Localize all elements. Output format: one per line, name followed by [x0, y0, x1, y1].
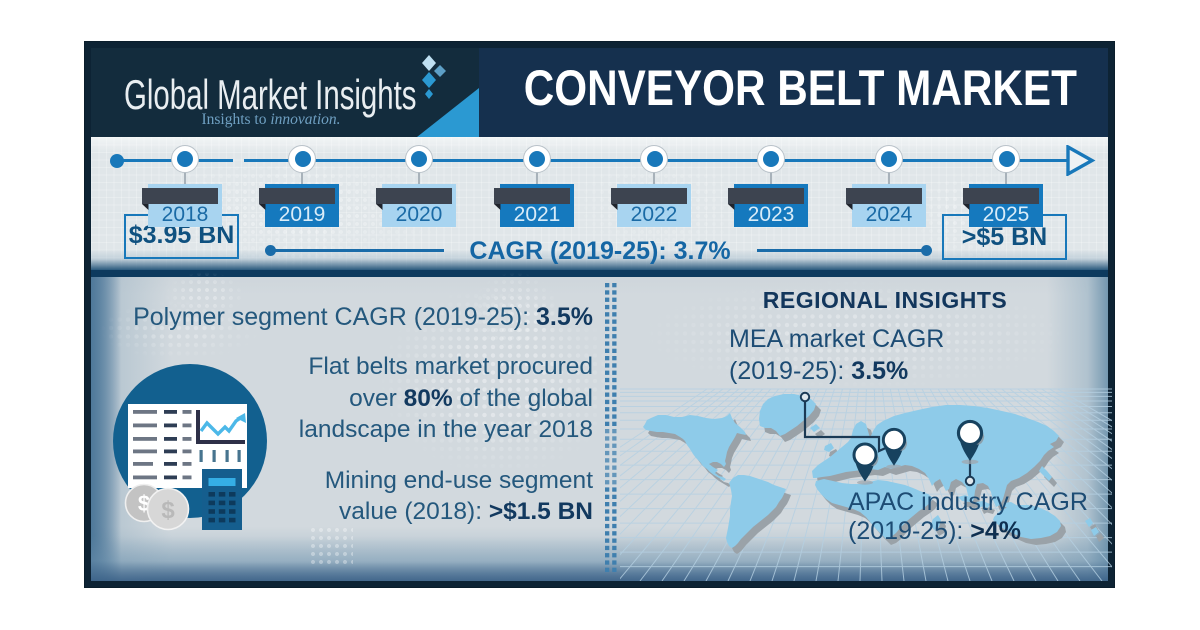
svg-text:$: $: [161, 497, 175, 524]
